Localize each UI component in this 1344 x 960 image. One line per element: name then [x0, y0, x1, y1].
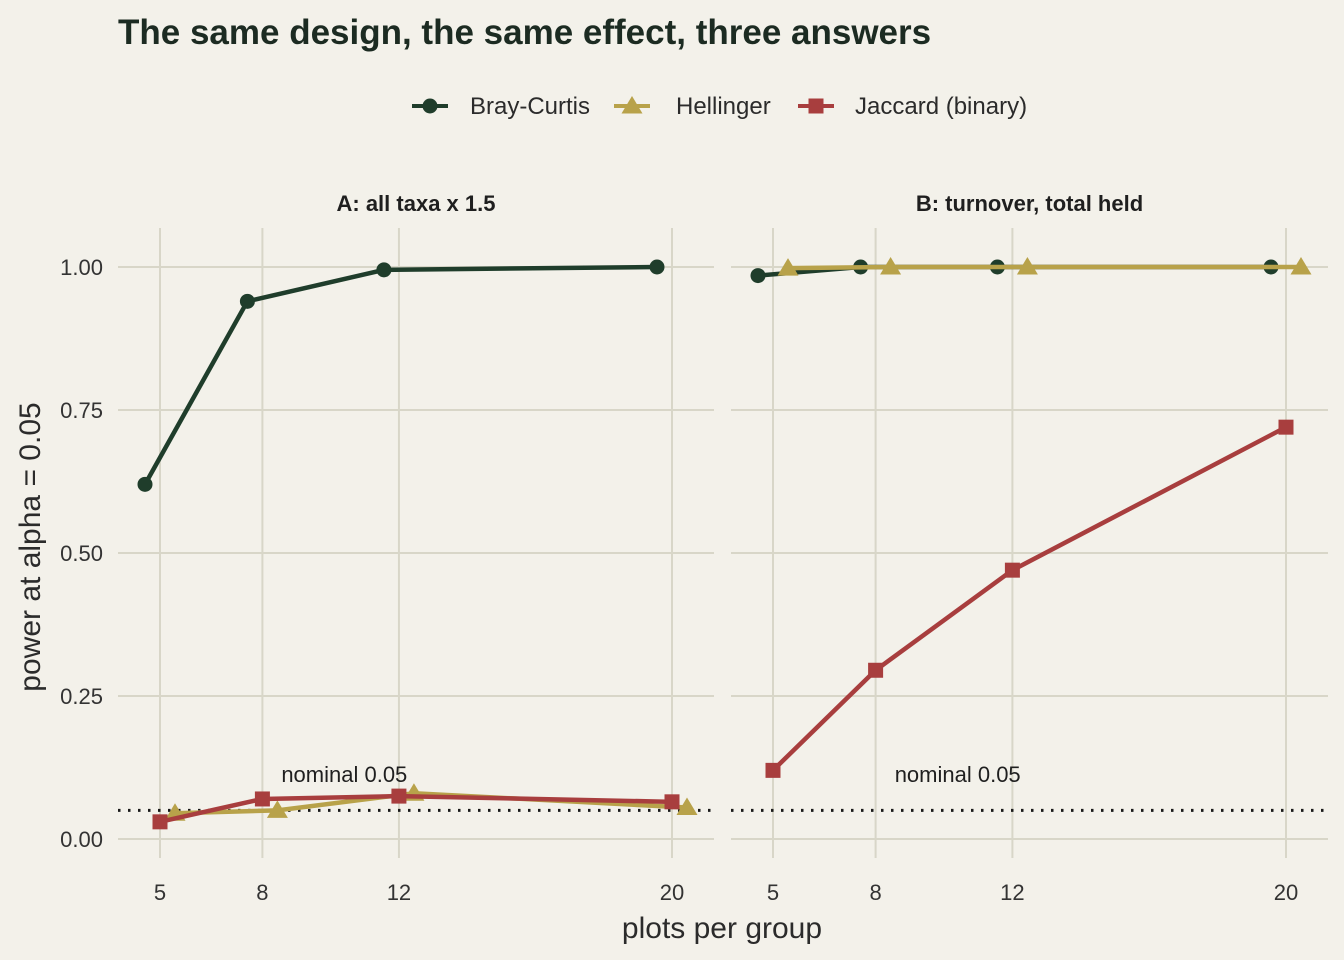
data-point-jaccard-binary: [868, 662, 884, 678]
data-point-jaccard-binary: [1278, 419, 1294, 435]
series-bray-curtis: [137, 259, 665, 492]
series-line-jaccard-binary: [159, 793, 673, 825]
series-line-bray-curtis: [143, 264, 658, 486]
x-tick-label: 8: [869, 880, 881, 905]
series-jaccard-binary: [765, 419, 1294, 778]
x-tick-label: 5: [154, 880, 166, 905]
data-point-jaccard-binary: [1004, 562, 1020, 578]
legend: Bray-Curtis Hellinger Jaccard (binary): [412, 93, 1027, 120]
data-point-bray-curtis: [649, 259, 665, 275]
legend-marker-hellinger: [621, 96, 643, 114]
series-hellinger: [777, 257, 1312, 276]
data-point-bray-curtis: [239, 293, 255, 309]
x-axis-title: plots per group: [622, 912, 822, 945]
data-point-jaccard-binary: [664, 794, 680, 810]
data-point-bray-curtis: [376, 262, 392, 278]
data-point-jaccard-binary: [765, 762, 781, 778]
series-bray-curtis: [750, 259, 1279, 284]
data-point-jaccard-binary: [254, 791, 270, 807]
panel-a: A: all taxa x 1.5 0.00 0.25 0.50 0.75 1.00 5 8 1…: [60, 191, 714, 905]
data-point-hellinger: [676, 797, 698, 816]
y-tick-label: 0.50: [60, 541, 103, 566]
panel-label: B: turnover, total held: [916, 191, 1143, 216]
y-tick-label: 0.25: [60, 684, 103, 709]
x-tick-label: 5: [767, 880, 779, 905]
x-tick-label: 20: [660, 880, 684, 905]
legend-marker-jaccard-binary: [808, 98, 824, 114]
panel-label: A: all taxa x 1.5: [337, 191, 496, 216]
x-tick-label: 8: [256, 880, 268, 905]
legend-item-bray-curtis: Bray-Curtis: [412, 93, 590, 120]
panels: A: all taxa x 1.5 0.00 0.25 0.50 0.75 1.00 5 8 1…: [60, 191, 1328, 905]
reference-label: nominal 0.05: [281, 762, 407, 787]
data-point-jaccard-binary: [391, 788, 407, 804]
data-point-hellinger: [880, 257, 902, 275]
legend-label-bray-curtis: Bray-Curtis: [470, 93, 590, 120]
y-tick-label: 0.75: [60, 398, 103, 423]
grid-lines: [731, 228, 1328, 858]
data-point-hellinger: [1290, 257, 1312, 275]
series-jaccard-binary: [152, 788, 680, 830]
x-tick-label: 12: [387, 880, 411, 905]
data-point-bray-curtis: [750, 268, 766, 284]
data-point-hellinger: [1016, 257, 1038, 275]
y-axis-title: power at alpha = 0.05: [14, 402, 47, 691]
x-tick-label: 12: [1000, 880, 1024, 905]
chart-title: The same design, the same effect, three …: [118, 13, 931, 52]
y-tick-label: 0.00: [60, 827, 103, 852]
data-point-hellinger: [777, 258, 799, 276]
legend-item-hellinger: Hellinger: [614, 93, 771, 120]
reference-label: nominal 0.05: [895, 762, 1021, 787]
legend-item-jaccard-binary: Jaccard (binary): [798, 93, 1027, 120]
series-line-hellinger: [787, 264, 1301, 271]
data-point-jaccard-binary: [152, 814, 168, 830]
legend-label-jaccard-binary: Jaccard (binary): [855, 93, 1027, 120]
legend-marker-bray-curtis: [422, 98, 438, 114]
x-tick-label: 20: [1274, 880, 1298, 905]
data-point-bray-curtis: [137, 476, 153, 492]
y-tick-label: 1.00: [60, 255, 103, 280]
panel-b: B: turnover, total held 5 8 12 20 nominal 0.0…: [731, 191, 1328, 905]
series-line-jaccard-binary: [771, 425, 1288, 772]
grid-lines: [118, 228, 714, 858]
data-point-hellinger: [266, 800, 288, 818]
legend-label-hellinger: Hellinger: [676, 93, 771, 120]
